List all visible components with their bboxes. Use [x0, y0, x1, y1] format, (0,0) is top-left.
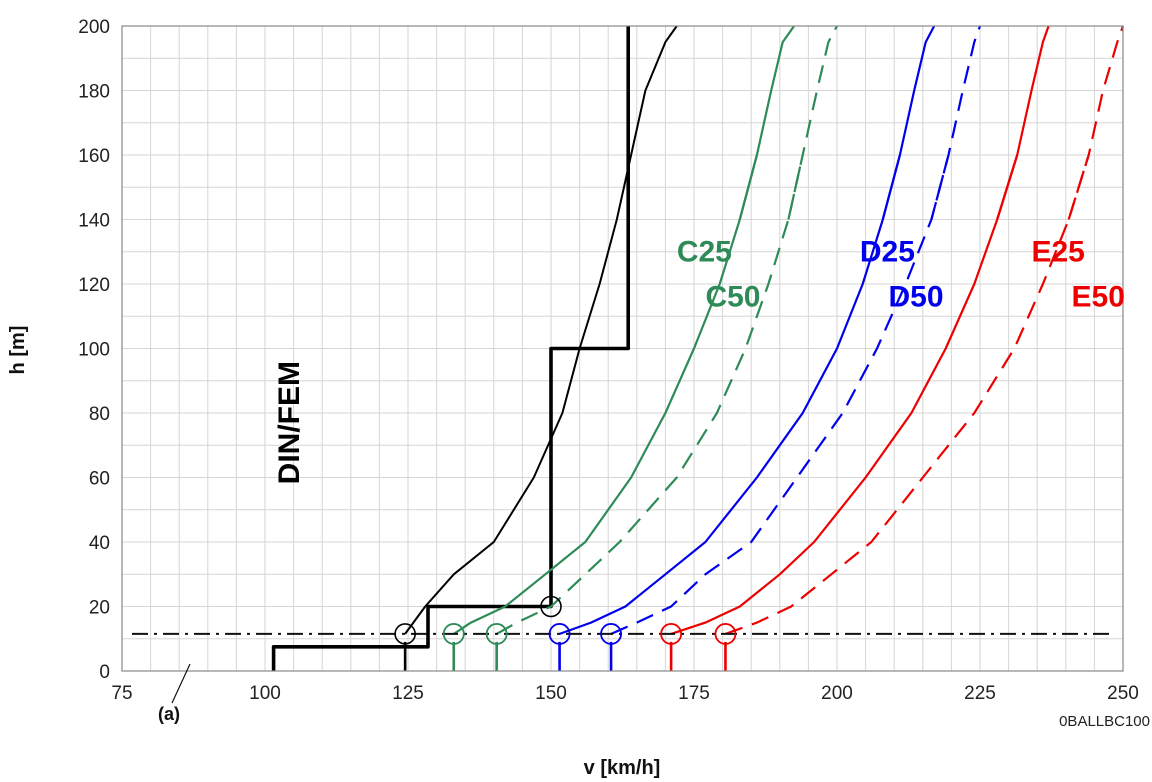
- x-tick-label: 175: [678, 683, 710, 704]
- x-axis-title: v [km/h]: [584, 757, 661, 779]
- curve-labels: DIN/FEM C25 C50 D25 D50 E25 E50: [273, 235, 1125, 484]
- series-line: [496, 154, 804, 635]
- y-tick-label: 140: [78, 211, 110, 232]
- y-tick-labels: 0 20 40 60 80 100 120 140 160 180 200: [78, 17, 110, 683]
- figure-code: 0BALLBC100: [1059, 713, 1150, 730]
- series-line: [610, 154, 950, 635]
- series-label: D50: [888, 281, 943, 314]
- x-tick-label: 125: [392, 683, 424, 704]
- marker-circle: [394, 623, 416, 645]
- y-tick-label: 180: [78, 82, 110, 103]
- marker-circle: [540, 595, 562, 618]
- reference-line-label: (a): [158, 704, 180, 724]
- y-tick-label: 200: [78, 17, 110, 38]
- y-tick-label: 0: [99, 662, 110, 683]
- series-label: E25: [1031, 235, 1084, 268]
- markers: [394, 595, 737, 671]
- x-tick-label: 250: [1107, 683, 1139, 704]
- x-tick-label: 150: [535, 683, 567, 704]
- y-tick-label: 80: [89, 404, 110, 425]
- series-line-upper: [996, 25, 1050, 220]
- y-tick-label: 100: [78, 340, 110, 361]
- series-label: E50: [1072, 281, 1125, 314]
- x-tick-label: 225: [964, 683, 996, 704]
- x-tick-labels: 75 100 125 150 175 200 225 250: [111, 683, 1138, 704]
- series-line-upper: [787, 25, 838, 220]
- x-tick-label: 200: [821, 683, 853, 704]
- series-line: [404, 25, 678, 635]
- x-tick-label: 75: [111, 683, 132, 704]
- series-label: D25: [860, 235, 915, 268]
- curves: [271, 25, 1125, 671]
- series-line: [670, 154, 1019, 635]
- series-line-upper: [738, 25, 795, 220]
- series-line-upper: [881, 25, 936, 220]
- y-tick-label: 40: [89, 533, 110, 554]
- series-line: [559, 154, 901, 635]
- plot-frame: [121, 25, 1124, 672]
- series-line: [271, 26, 631, 671]
- series-label: C25: [677, 235, 732, 268]
- reference-line-leader: [171, 663, 191, 704]
- series-line: [725, 154, 1090, 635]
- series-label: C50: [705, 281, 760, 314]
- series-label: DIN/FEM: [273, 361, 306, 484]
- series-line-upper: [1067, 25, 1125, 220]
- series-line-upper: [930, 25, 982, 220]
- y-tick-label: 160: [78, 146, 110, 167]
- series-line: [453, 154, 758, 635]
- y-tick-label: 60: [89, 469, 110, 490]
- x-tick-label: 100: [249, 683, 281, 704]
- y-tick-label: 20: [89, 598, 110, 619]
- y-tick-label: 120: [78, 275, 110, 296]
- y-axis-title: h [m]: [7, 326, 29, 375]
